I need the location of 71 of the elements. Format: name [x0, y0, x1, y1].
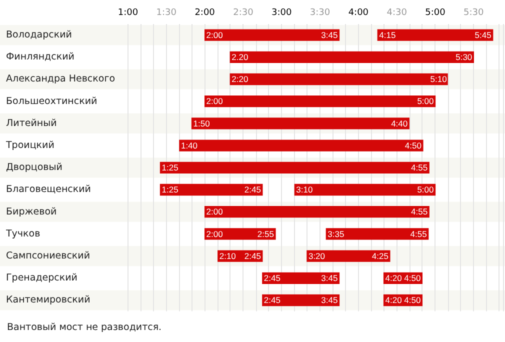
bar	[204, 228, 276, 240]
annotation: 2:45	[244, 184, 262, 195]
annotation: 2:00	[206, 206, 224, 217]
x-tick-label: 1:30	[156, 8, 177, 18]
annotation: 5:00	[417, 184, 434, 195]
x-tick-label: 3:30	[310, 8, 330, 18]
bar	[294, 184, 436, 196]
annotation: 4:20	[385, 272, 402, 283]
y-tick-label: Биржевой	[6, 206, 57, 218]
x-tick-label: 4:00	[348, 8, 369, 18]
annotation: 2:10	[219, 250, 236, 261]
annotation: 3:20	[308, 250, 326, 261]
x-tick-label: 3:00	[272, 8, 292, 18]
bar	[179, 140, 424, 152]
y-tick-label: Александра Невского	[6, 74, 116, 85]
annotation: 4:55	[411, 162, 428, 172]
x-tick-label: 2:00	[194, 8, 216, 18]
y-tick-label: Сампсониевский	[6, 250, 90, 262]
annotation: 3:45	[321, 272, 338, 283]
annotation: 3:10	[296, 184, 313, 195]
annotation: 4:50	[404, 272, 421, 283]
bar	[160, 184, 263, 196]
annotation: 4:50	[404, 295, 421, 306]
annotation: 1:50	[193, 118, 210, 128]
annotation: 4:20	[385, 295, 402, 306]
annotation: 5:10	[430, 74, 448, 84]
annotation: 3:45	[321, 295, 338, 306]
y-tick-label: Кантемировский	[6, 294, 90, 306]
annotation: 2:20	[232, 74, 248, 84]
annotation: 4:55	[410, 228, 428, 239]
x-tick-label: 2:30	[233, 8, 254, 18]
x-tick-label: 5:30	[464, 8, 484, 18]
annotation: 4:15	[379, 30, 396, 40]
y-tick-label: Большеохтинский	[6, 96, 98, 107]
y-tick-label: Гренадерский	[6, 272, 78, 284]
bar	[326, 228, 429, 240]
annotation: 4:55	[411, 206, 428, 217]
annotation: 1:25	[162, 162, 179, 172]
annotation: 2:00	[206, 96, 224, 106]
x-tick-label: 1:00	[118, 8, 138, 18]
annotation: 2:00	[206, 228, 224, 239]
y-tick-label: Финляндский	[6, 52, 74, 63]
annotation: 5:45	[474, 30, 492, 40]
y-tick-label: Троицкий	[5, 140, 54, 152]
annotation: 2:45	[264, 272, 281, 283]
x-tick-label: 4:30	[386, 8, 408, 18]
annotation: 5:30	[456, 52, 472, 62]
y-tick-label: Дворцовый	[6, 162, 62, 174]
bar	[377, 29, 494, 41]
y-tick-label: Володарский	[6, 30, 72, 41]
annotation: 1:25	[162, 184, 179, 195]
annotation: 2:55	[257, 228, 274, 239]
annotation: 5:00	[417, 96, 434, 106]
bar	[204, 29, 340, 41]
annotation: 2:45	[244, 250, 262, 261]
bar	[230, 51, 474, 63]
annotation: 2.20	[232, 52, 248, 62]
annotation: 4:40	[391, 118, 408, 128]
annotation: 4:50	[404, 140, 422, 150]
annotation: 3:35	[328, 228, 344, 239]
annotation: 2:45	[264, 295, 281, 306]
annotation: 2:00	[206, 30, 224, 40]
y-tick-label: Благовещенский	[6, 184, 91, 196]
annotation: 1:40	[180, 140, 198, 150]
bar	[204, 96, 436, 108]
text: Вантовый мост не разводится.	[6, 322, 163, 333]
annotation: 3:45	[321, 30, 338, 40]
x-tick-label: 5:00	[425, 8, 446, 18]
y-tick-label: Литейный	[6, 118, 57, 129]
annotation: 4:25	[372, 250, 389, 261]
y-tick-label: Тучков	[5, 228, 41, 240]
